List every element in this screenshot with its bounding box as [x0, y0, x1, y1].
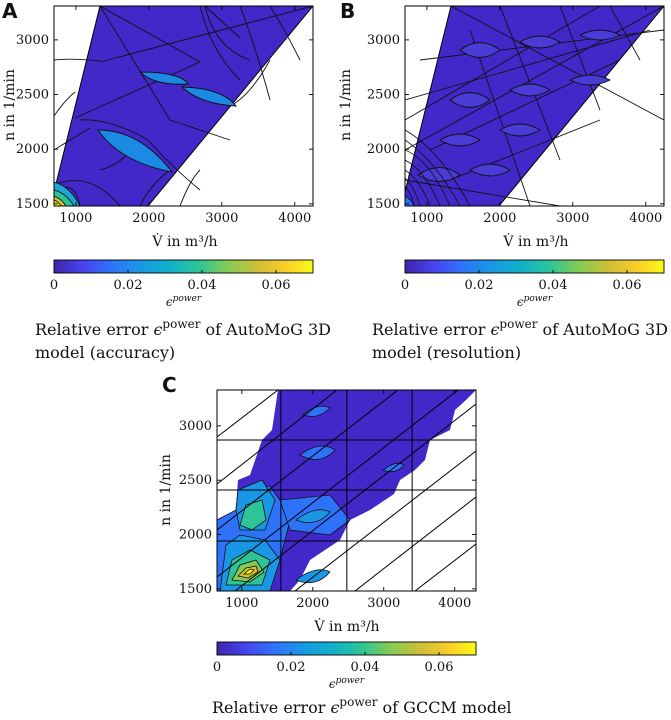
panel-a-cb-label: ϵpower [166, 294, 202, 309]
panel-b-cb-label: ϵpower [517, 294, 553, 309]
panel-c-ytick-label: 2500 [179, 473, 212, 488]
panel-c-contour-region-12 [302, 405, 331, 417]
panel-c-cb-tick-label: 0.02 [277, 660, 306, 675]
panel-c-diagonals [217, 390, 476, 591]
panel-letter-a: A [2, 0, 18, 23]
panel-b-ylabel: n in 1/min [338, 69, 354, 141]
panel-a-hotspot-4 [54, 199, 62, 206]
panel-a-ylabel: n in 1/min [2, 69, 18, 141]
panel-a-colorbar: 0 0.02 0.04 0.06 ϵpower [50, 259, 314, 309]
panel-a-contour-lines [54, 6, 301, 206]
panel-c-ylabel: n in 1/min [158, 454, 174, 526]
panel-c-xtick-label: 1000 [225, 596, 258, 611]
panel-c-plot: 1000 2000 3000 4000 1500 2000 2500 3000 V̇ in m… [158, 389, 477, 635]
panel-b-colorbar-bar [404, 259, 665, 274]
panel-c-contour-region-10 [295, 509, 331, 524]
panel-a-cell-line-1 [99, 6, 313, 63]
panel-a-ticks: 1000 2000 3000 4000 1500 2000 2500 3000 [16, 6, 313, 226]
panel-b-ytick-label: 1500 [367, 197, 400, 212]
panel-b-plot: 1000 2000 3000 4000 1500 2000 2500 3000 V̇ in m… [338, 5, 665, 250]
panel-a-xtick-label: 2000 [132, 211, 165, 226]
panel-a-xtick-label: 3000 [205, 211, 238, 226]
panel-a-lens-3 [97, 129, 174, 173]
panel-c-xtick-label: 4000 [438, 596, 471, 611]
panel-a-lens-2 [180, 86, 237, 107]
panel-a-ytick-label: 2000 [16, 142, 49, 157]
panel-b-caption-line2: model (resolution) [372, 343, 521, 362]
panel-b-xtick-label: 3000 [556, 211, 589, 226]
panel-a-xtick-label: 1000 [59, 211, 92, 226]
panel-a-cb-tick-label: 0.04 [188, 278, 217, 293]
panel-a-cb-tick-label: 0.02 [114, 278, 143, 293]
panel-b-ytick-label: 3000 [367, 33, 400, 48]
panel-a-caption-line1: Relative error ϵpower of AutoMoG 3D [35, 317, 331, 339]
panel-c-axes-box [216, 389, 477, 592]
panel-b-caption-line1: Relative error ϵpower of AutoMoG 3D [372, 317, 668, 339]
panel-letter-c: C [162, 373, 177, 397]
panel-c-caption: Relative error ϵpower of GCCM model [212, 695, 512, 717]
panel-b-grid-lines [405, 6, 664, 206]
panel-a-axes-box [53, 5, 314, 207]
panel-a-ytick-label: 2500 [16, 88, 49, 103]
panel-c-ytick-label: 2000 [179, 528, 212, 543]
panel-c-colorbar: 0 0.02 0.04 0.06 ϵpower [213, 641, 477, 691]
panel-a-cb-tick-label: 0.06 [262, 278, 291, 293]
panel-b-xlabel: V̇ in m³/h [502, 232, 568, 250]
panel-c-cb-label: ϵpower [329, 676, 365, 691]
panel-b-xtick-label: 4000 [629, 211, 662, 226]
panel-b-ytick-label: 2000 [367, 142, 400, 157]
panel-a-xtick-label: 4000 [278, 211, 311, 226]
panel-c-xtick-label: 3000 [367, 596, 400, 611]
panel-b-ytick-label: 2500 [367, 88, 400, 103]
panel-b-lenses [417, 29, 622, 182]
panel-c-xtick-label: 2000 [296, 596, 329, 611]
panel-c-cb-tick-label: 0.06 [425, 660, 454, 675]
panel-c-ticks: 1000 2000 3000 4000 1500 2000 2500 3000 [179, 390, 476, 611]
panel-b-axes-box [404, 5, 665, 207]
panel-b-cb-tick-label: 0 [401, 278, 409, 293]
panel-c-grid [217, 390, 476, 591]
panel-c-ytick-label: 3000 [179, 419, 212, 434]
panel-b-corner-contours [405, 129, 471, 206]
panel-a-xlabel: V̇ in m³/h [151, 232, 217, 250]
panel-a-domain [54, 6, 313, 206]
panel-c-contour-region-6 [242, 568, 255, 575]
panel-a-cell-line-2 [74, 61, 201, 119]
panel-b-xtick-label: 2000 [483, 211, 516, 226]
panel-a-ytick-label: 1500 [16, 197, 49, 212]
panel-c-contour-region-14 [295, 569, 331, 584]
panel-c-colorbar-bar [216, 641, 477, 656]
panel-b-cb-tick-label: 0.04 [539, 278, 568, 293]
panel-b-ticks: 1000 2000 3000 4000 1500 2000 2500 3000 [367, 6, 664, 226]
panel-c-cb-tick-label: 0.04 [351, 660, 380, 675]
panel-c-ytick-label: 1500 [179, 582, 212, 597]
panel-b-xtick-label: 1000 [410, 211, 443, 226]
panel-b-cb-tick-label: 0.06 [613, 278, 642, 293]
panel-c-xlabel: V̇ in m³/h [313, 617, 379, 635]
panel-letter-b: B [340, 0, 355, 23]
panel-a-plot: 1000 2000 3000 4000 1500 2000 2500 3000 V̇ in m… [2, 5, 314, 250]
panel-b-colorbar: 0 0.02 0.04 0.06 ϵpower [401, 259, 665, 309]
panel-a-ytick-label: 3000 [16, 33, 49, 48]
panel-a-cb-tick-label: 0 [50, 278, 58, 293]
panel-c-cb-tick-label: 0 [213, 660, 221, 675]
panel-a-lens-1 [138, 71, 189, 85]
panel-a-colorbar-bar [53, 259, 314, 274]
panel-a-caption-line2: model (accuracy) [35, 343, 175, 362]
panel-b-cb-tick-label: 0.02 [465, 278, 494, 293]
